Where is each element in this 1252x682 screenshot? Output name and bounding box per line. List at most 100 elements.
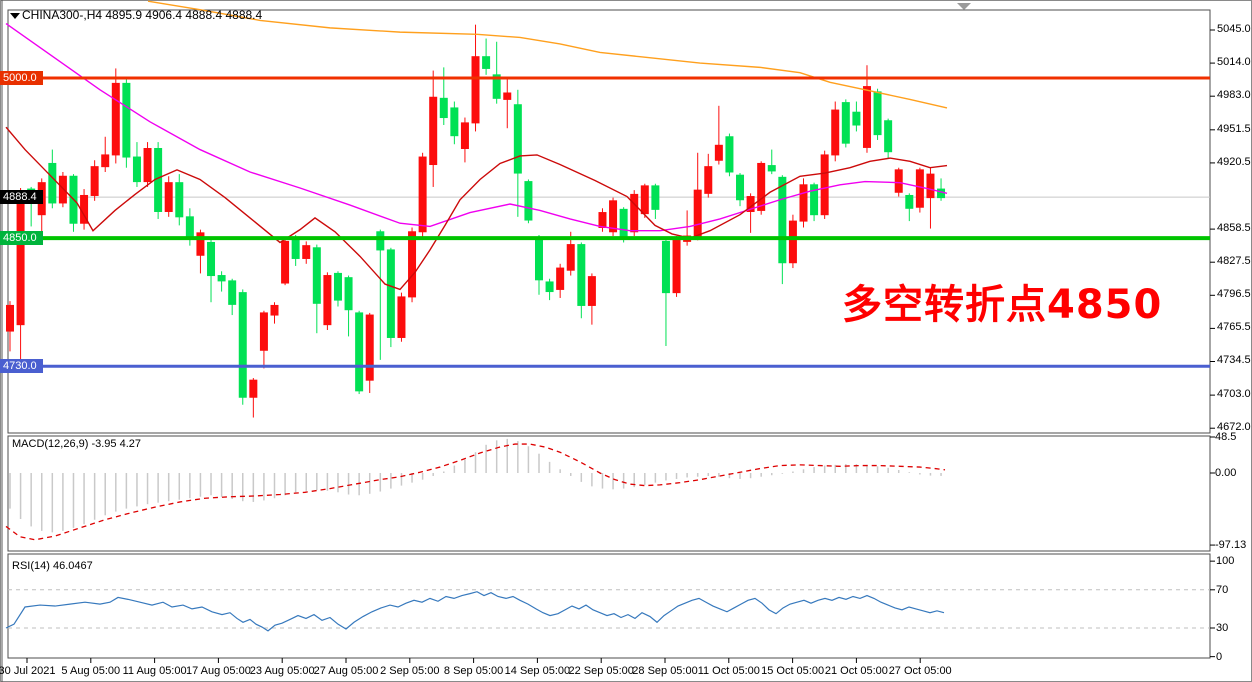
candle-body bbox=[852, 111, 861, 126]
candle-body bbox=[238, 292, 247, 398]
candle-body bbox=[841, 102, 850, 144]
price-line-badge: 5000.0 bbox=[0, 71, 43, 86]
candle-body bbox=[905, 194, 914, 209]
candle-body bbox=[175, 182, 184, 218]
candle-body bbox=[450, 107, 459, 137]
ma-slow-orange bbox=[147, 0, 948, 109]
candle-body bbox=[408, 231, 417, 298]
x-axis-label: 28 Sep 05:00 bbox=[632, 665, 698, 677]
candle-body bbox=[249, 379, 258, 398]
candle-body bbox=[48, 162, 57, 204]
candle-body bbox=[101, 154, 110, 168]
candle-body bbox=[725, 136, 734, 173]
candle-body bbox=[767, 165, 776, 172]
candle-body bbox=[291, 238, 300, 259]
candle-body bbox=[630, 193, 639, 233]
candle-body bbox=[460, 122, 469, 150]
candle-body bbox=[16, 190, 25, 326]
main-panel-frame bbox=[7, 9, 1211, 434]
candle-body bbox=[122, 82, 131, 158]
candle-body bbox=[619, 208, 628, 240]
candle-body bbox=[799, 184, 808, 222]
candle-body bbox=[228, 280, 237, 305]
x-axis-label: 5 Aug 05:00 bbox=[61, 665, 121, 677]
candle-body bbox=[503, 92, 512, 100]
candle-body bbox=[333, 272, 342, 301]
price-axis-label: 4920.5 bbox=[1217, 155, 1251, 168]
candle-body bbox=[566, 244, 575, 271]
candle-body bbox=[545, 281, 554, 293]
price-axis-label: 5014.0 bbox=[1217, 56, 1251, 69]
candle-body bbox=[598, 212, 607, 229]
candle-body bbox=[323, 275, 332, 326]
candle-body bbox=[651, 185, 660, 210]
current-price-badge: 4888.4 bbox=[0, 190, 43, 205]
macd-axis-label: 48.5 bbox=[1215, 431, 1237, 443]
candle-body bbox=[862, 86, 871, 148]
candle-body bbox=[915, 169, 924, 208]
x-axis-label: 27 Aug 05:00 bbox=[313, 665, 379, 677]
candle-body bbox=[736, 174, 745, 201]
candle-body bbox=[704, 166, 713, 194]
chevron-down-icon[interactable] bbox=[9, 12, 21, 20]
candle-body bbox=[757, 162, 766, 211]
x-axis-label: 17 Aug 05:00 bbox=[185, 665, 251, 677]
candle-body bbox=[217, 275, 226, 282]
candle-body bbox=[492, 74, 501, 99]
scroll-to-end-triangle-icon[interactable] bbox=[956, 2, 972, 11]
candle-body bbox=[164, 182, 173, 212]
rsi-axis-label: 100 bbox=[1216, 555, 1235, 568]
candle-body bbox=[524, 181, 533, 221]
candle-body bbox=[556, 267, 565, 290]
price-line-badge: 4730.0 bbox=[0, 359, 43, 374]
candle-body bbox=[926, 173, 935, 199]
candle-body bbox=[587, 276, 596, 306]
candle-body bbox=[312, 247, 321, 304]
candle-body bbox=[873, 91, 882, 136]
candle-body bbox=[471, 56, 480, 124]
rsi-indicator-label: RSI(14) 46.0467 bbox=[12, 560, 93, 572]
rsi-axis-label: 30 bbox=[1216, 622, 1229, 634]
price-axis-label: 4734.5 bbox=[1217, 354, 1251, 367]
macd-panel-frame bbox=[7, 435, 1211, 552]
price-axis-label: 5045.0 bbox=[1217, 23, 1251, 35]
price-axis-label: 4983.0 bbox=[1217, 89, 1251, 102]
annotation-text[interactable]: 多空转折点4850 bbox=[842, 282, 1163, 328]
x-axis-label: 15 Oct 05:00 bbox=[761, 665, 825, 677]
candle-body bbox=[418, 156, 427, 233]
price-axis-label: 4703.0 bbox=[1217, 388, 1251, 401]
x-axis-label: 30 Jul 2021 bbox=[0, 665, 56, 677]
candle-body bbox=[513, 104, 522, 174]
candle-body bbox=[355, 312, 364, 392]
candle-body bbox=[831, 109, 840, 156]
x-axis-label: 11 Oct 05:00 bbox=[697, 665, 760, 677]
macd-indicator-label: MACD(12,26,9) -3.95 4.27 bbox=[12, 438, 142, 450]
x-axis-label: 2 Sep 05:00 bbox=[380, 665, 440, 677]
price-axis-label: 4827.5 bbox=[1217, 255, 1251, 268]
macd-axis-label: -97.13 bbox=[1215, 539, 1247, 552]
candle-body bbox=[778, 176, 787, 264]
candle-body bbox=[386, 249, 395, 338]
candle-body bbox=[365, 314, 374, 381]
candle-body bbox=[820, 154, 829, 216]
candle-body bbox=[884, 120, 893, 153]
x-axis-label: 8 Sep 05:00 bbox=[443, 665, 504, 677]
macd-axis-label: 0.00 bbox=[1215, 467, 1237, 479]
candle-body bbox=[661, 240, 670, 294]
candle-body bbox=[185, 216, 194, 239]
candle-body bbox=[111, 82, 120, 156]
ma-mid-magenta bbox=[5, 23, 948, 232]
candle-body bbox=[894, 169, 903, 193]
price-axis-label: 4858.5 bbox=[1217, 222, 1251, 235]
candle-body bbox=[937, 188, 946, 199]
candle-body bbox=[281, 240, 290, 284]
candle-body bbox=[788, 220, 797, 264]
candle-body bbox=[693, 189, 702, 237]
candle-body bbox=[609, 200, 618, 233]
candle-body bbox=[302, 245, 311, 259]
rsi-line bbox=[5, 591, 945, 632]
rsi-panel-frame bbox=[7, 553, 1211, 659]
candle-body bbox=[259, 312, 268, 351]
